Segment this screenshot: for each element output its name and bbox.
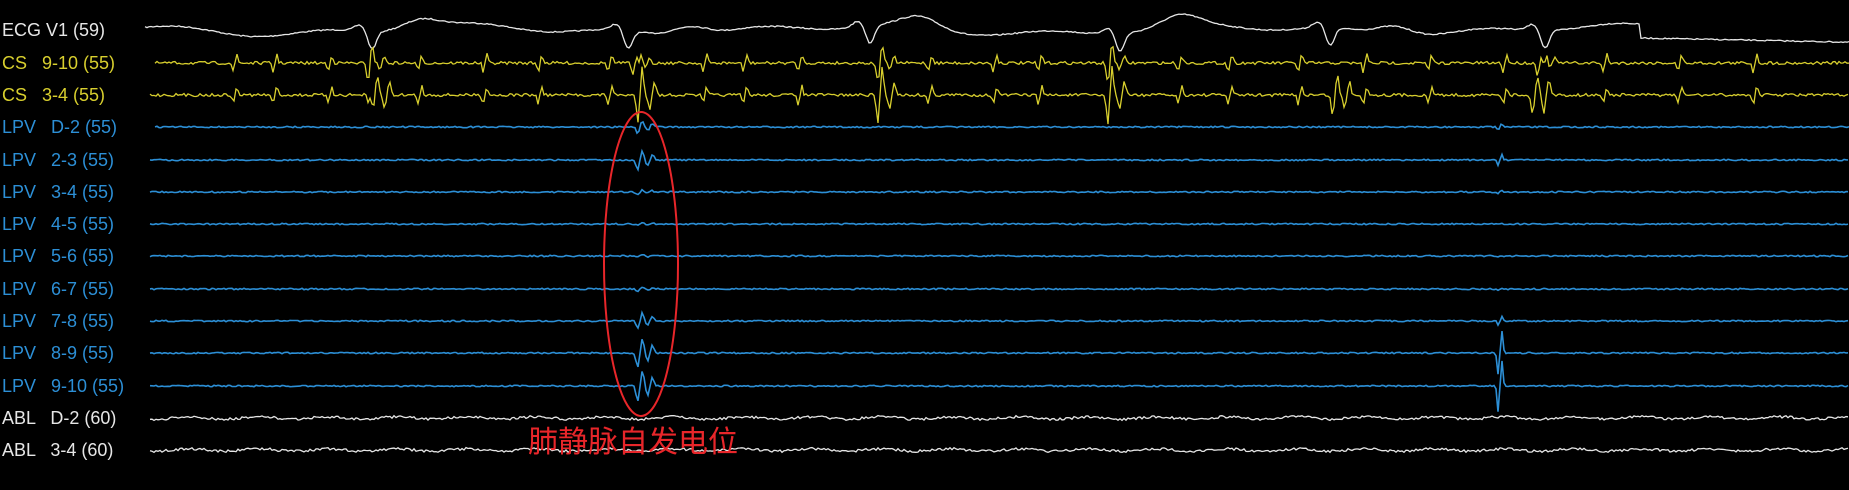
channel-label-lpv-6-7: LPV 6-7 (55) <box>2 279 115 299</box>
channel-label-cs-3-4: CS 3-4 (55) <box>2 85 106 105</box>
trace-abl-d-2 <box>149 414 1849 422</box>
trace-lpv-3-4 <box>149 188 1849 196</box>
trace-cs-9-10 <box>154 45 1849 81</box>
trace-ecg-v1 <box>144 13 1849 52</box>
channel-label-lpv-d-2: LPV D-2 (55) <box>2 117 118 137</box>
trace-lpv-6-7 <box>149 286 1849 293</box>
trace-lpv-8-9 <box>149 331 1849 375</box>
channel-label-lpv-2-3: LPV 2-3 (55) <box>2 150 115 170</box>
channel-label-ecg-v1: ECG V1 (59) <box>2 20 106 40</box>
channel-label-lpv-9-10: LPV 9-10 (55) <box>2 376 125 396</box>
trace-lpv-5-6 <box>149 254 1849 259</box>
highlight-ellipse <box>603 111 679 417</box>
trace-lpv-d-2 <box>154 120 1849 135</box>
pv-spontaneous-potential-annotation: 肺静脉自发电位 <box>528 426 738 459</box>
trace-lpv-7-8 <box>149 310 1849 330</box>
channel-label-abl-d-2: ABL D-2 (60) <box>2 408 117 428</box>
channel-label-lpv-5-6: LPV 5-6 (55) <box>2 246 115 266</box>
channel-label-lpv-3-4: LPV 3-4 (55) <box>2 182 115 202</box>
trace-lpv-9-10 <box>149 360 1849 412</box>
channel-label-lpv-8-9: LPV 8-9 (55) <box>2 343 115 363</box>
channel-label-lpv-4-5: LPV 4-5 (55) <box>2 214 115 234</box>
channel-label-lpv-7-8: LPV 7-8 (55) <box>2 311 115 331</box>
trace-lpv-2-3 <box>149 148 1849 172</box>
trace-abl-3-4 <box>149 446 1849 454</box>
channel-label-cs-9-10: CS 9-10 (55) <box>2 53 116 73</box>
trace-cs-3-4 <box>149 66 1849 125</box>
trace-lpv-4-5 <box>149 221 1849 226</box>
channel-label-abl-3-4: ABL 3-4 (60) <box>2 440 114 460</box>
